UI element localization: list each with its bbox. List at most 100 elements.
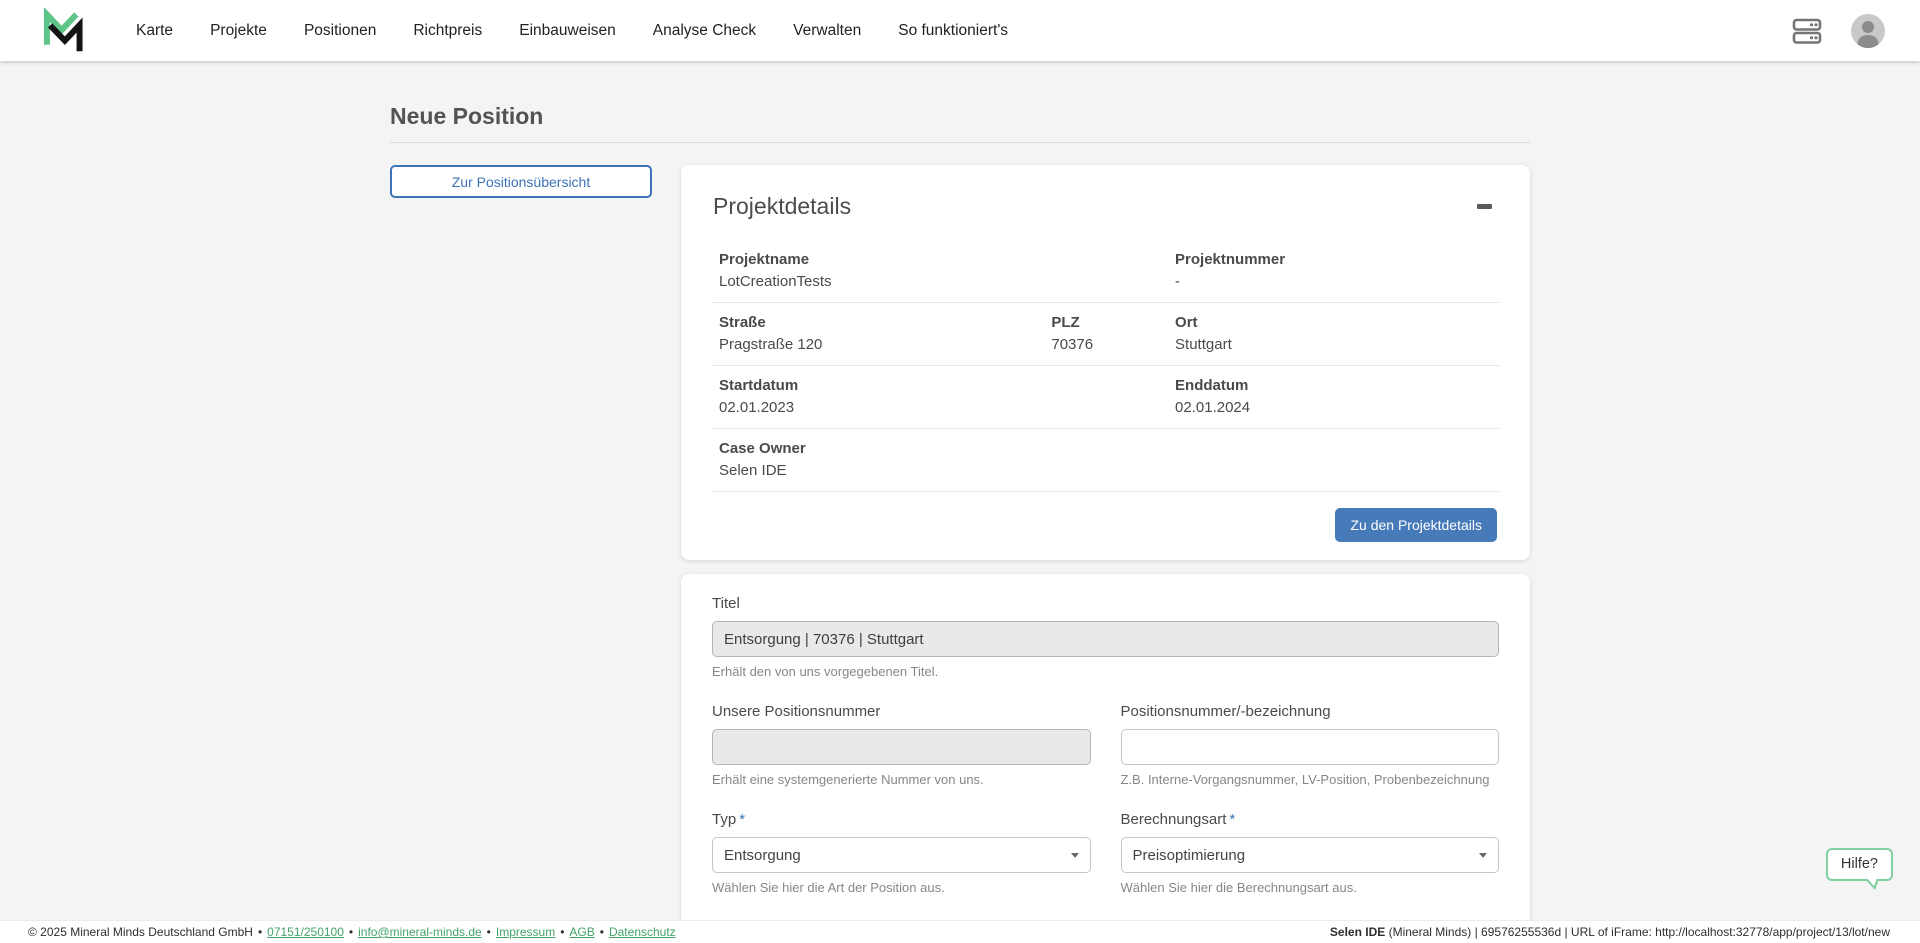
field-value: 02.01.2023 xyxy=(719,399,1175,416)
logo-icon xyxy=(40,8,86,54)
project-card-title: Projektdetails xyxy=(713,193,851,220)
field-label: Projektnummer xyxy=(1175,251,1492,268)
avatar-icon[interactable] xyxy=(1850,13,1886,49)
detail-row-dates: Startdatum 02.01.2023 Enddatum 02.01.202… xyxy=(711,366,1500,429)
footer-link-agb[interactable]: AGB xyxy=(569,925,594,939)
footer-link-phone[interactable]: 07151/250100 xyxy=(267,925,344,939)
footer-link-datenschutz[interactable]: Datenschutz xyxy=(609,925,676,939)
footer-copyright: © 2025 Mineral Minds Deutschland GmbH xyxy=(28,925,253,939)
footer-link-impressum[interactable]: Impressum xyxy=(496,925,555,939)
detail-row-owner: Case Owner Selen IDE xyxy=(711,429,1500,492)
nav-item-so-funktionierts[interactable]: So funktioniert's xyxy=(898,22,1008,40)
footer-separator: • xyxy=(600,925,604,939)
left-column: Zur Positionsübersicht xyxy=(390,165,652,198)
field-case-owner: Case Owner Selen IDE xyxy=(719,440,1492,479)
unsere-positionsnummer-helper: Erhält eine systemgenerierte Nummer von … xyxy=(712,772,1091,787)
typ-group: Typ* Entsorgung Wählen Sie hier die Art … xyxy=(712,811,1091,895)
footer-user-name: Selen IDE xyxy=(1330,925,1385,939)
nav-menu: Karte Projekte Positionen Richtpreis Ein… xyxy=(136,22,1008,40)
footer-separator: • xyxy=(560,925,564,939)
berechnungsart-select[interactable]: Preisoptimierung xyxy=(1121,837,1500,873)
berechnungsart-label-text: Berechnungsart xyxy=(1121,811,1227,828)
nav-right-icons xyxy=(1790,13,1886,49)
field-value: Pragstraße 120 xyxy=(719,336,1051,353)
titel-group: Titel Erhält den von uns vorgegebenen Ti… xyxy=(712,595,1499,679)
minus-icon xyxy=(1477,204,1492,209)
field-plz: PLZ 70376 xyxy=(1051,314,1175,353)
field-label: Case Owner xyxy=(719,440,1492,457)
field-value: 70376 xyxy=(1051,336,1175,353)
field-ort: Ort Stuttgart xyxy=(1175,314,1492,353)
field-value: - xyxy=(1175,273,1492,290)
positionsnummer-group: Positionsnummer/-bezeichnung Z.B. Intern… xyxy=(1121,703,1500,787)
detail-row-address: Straße Pragstraße 120 PLZ 70376 Ort Stut… xyxy=(711,303,1500,366)
right-column: Projektdetails Projektname LotCreationTe… xyxy=(681,165,1530,920)
server-icon[interactable] xyxy=(1790,14,1824,48)
field-startdatum: Startdatum 02.01.2023 xyxy=(719,377,1175,416)
required-asterisk: * xyxy=(1229,811,1235,828)
nav-item-projekte[interactable]: Projekte xyxy=(210,22,267,40)
berechnungsart-label: Berechnungsart* xyxy=(1121,811,1500,828)
new-position-form-card: Titel Erhält den von uns vorgegebenen Ti… xyxy=(681,574,1530,920)
titel-label: Titel xyxy=(712,595,1499,612)
typ-select[interactable]: Entsorgung xyxy=(712,837,1091,873)
required-asterisk: * xyxy=(739,811,745,828)
nav-item-richtpreis[interactable]: Richtpreis xyxy=(413,22,482,40)
unsere-positionsnummer-group: Unsere Positionsnummer Erhält eine syste… xyxy=(712,703,1091,787)
collapse-card-button[interactable] xyxy=(1471,198,1498,215)
footer: © 2025 Mineral Minds Deutschland GmbH • … xyxy=(0,920,1920,943)
footer-session-info: Selen IDE (Mineral Minds) | 69576255536d… xyxy=(1330,925,1890,939)
footer-session-details: (Mineral Minds) | 69576255536d | URL of … xyxy=(1385,925,1890,939)
footer-left: © 2025 Mineral Minds Deutschland GmbH • … xyxy=(28,925,676,939)
typ-helper: Wählen Sie hier die Art der Position aus… xyxy=(712,880,1091,895)
typ-select-value: Entsorgung xyxy=(724,847,801,864)
position-overview-button[interactable]: Zur Positionsübersicht xyxy=(390,165,652,198)
positionsnummer-label: Positionsnummer/-bezeichnung xyxy=(1121,703,1500,720)
help-button[interactable]: Hilfe? xyxy=(1826,848,1893,881)
field-label: PLZ xyxy=(1051,314,1175,331)
footer-separator: • xyxy=(258,925,262,939)
field-label: Straße xyxy=(719,314,1051,331)
page-title: Neue Position xyxy=(390,103,1530,130)
nav-item-verwalten[interactable]: Verwalten xyxy=(793,22,861,40)
berechnungsart-select-value: Preisoptimierung xyxy=(1133,847,1246,864)
mineral-minds-logo[interactable] xyxy=(38,6,88,56)
detail-row-name-number: Projektname LotCreationTests Projektnumm… xyxy=(711,240,1500,303)
project-detail-rows: Projektname LotCreationTests Projektnumm… xyxy=(711,240,1500,492)
field-projektname: Projektname LotCreationTests xyxy=(719,251,1175,290)
app-window: Karte Projekte Positionen Richtpreis Ein… xyxy=(0,0,1920,943)
field-label: Startdatum xyxy=(719,377,1175,394)
positionsnummer-helper: Z.B. Interne-Vorgangsnummer, LV-Position… xyxy=(1121,772,1500,787)
top-navigation: Karte Projekte Positionen Richtpreis Ein… xyxy=(0,0,1920,61)
field-value: LotCreationTests xyxy=(719,273,1175,290)
footer-separator: • xyxy=(487,925,491,939)
titel-helper: Erhält den von uns vorgegebenen Titel. xyxy=(712,664,1499,679)
field-value: 02.01.2024 xyxy=(1175,399,1492,416)
nav-item-karte[interactable]: Karte xyxy=(136,22,173,40)
field-projektnummer: Projektnummer - xyxy=(1175,251,1492,290)
typ-label: Typ* xyxy=(712,811,1091,828)
nav-item-einbauweisen[interactable]: Einbauweisen xyxy=(519,22,616,40)
typ-label-text: Typ xyxy=(712,811,736,828)
titel-input xyxy=(712,621,1499,657)
project-details-card: Projektdetails Projektname LotCreationTe… xyxy=(681,165,1530,560)
go-to-project-details-button[interactable]: Zu den Projektdetails xyxy=(1335,508,1497,542)
field-label: Enddatum xyxy=(1175,377,1492,394)
berechnungsart-helper: Wählen Sie hier die Berechnungsart aus. xyxy=(1121,880,1500,895)
nav-item-positionen[interactable]: Positionen xyxy=(304,22,376,40)
field-value: Stuttgart xyxy=(1175,336,1492,353)
nav-item-analyse-check[interactable]: Analyse Check xyxy=(653,22,756,40)
unsere-positionsnummer-input xyxy=(712,729,1091,765)
chevron-down-icon xyxy=(1479,853,1487,858)
positionsnummer-input[interactable] xyxy=(1121,729,1500,765)
field-enddatum: Enddatum 02.01.2024 xyxy=(1175,377,1492,416)
field-label: Ort xyxy=(1175,314,1492,331)
berechnungsart-group: Berechnungsart* Preisoptimierung Wählen … xyxy=(1121,811,1500,895)
main-content: Neue Position Zur Positionsübersicht Pro… xyxy=(0,61,1920,920)
chevron-down-icon xyxy=(1071,853,1079,858)
unsere-positionsnummer-label: Unsere Positionsnummer xyxy=(712,703,1091,720)
footer-link-email[interactable]: info@mineral-minds.de xyxy=(358,925,482,939)
field-label: Projektname xyxy=(719,251,1175,268)
field-strasse: Straße Pragstraße 120 xyxy=(719,314,1051,353)
title-divider xyxy=(390,142,1530,143)
